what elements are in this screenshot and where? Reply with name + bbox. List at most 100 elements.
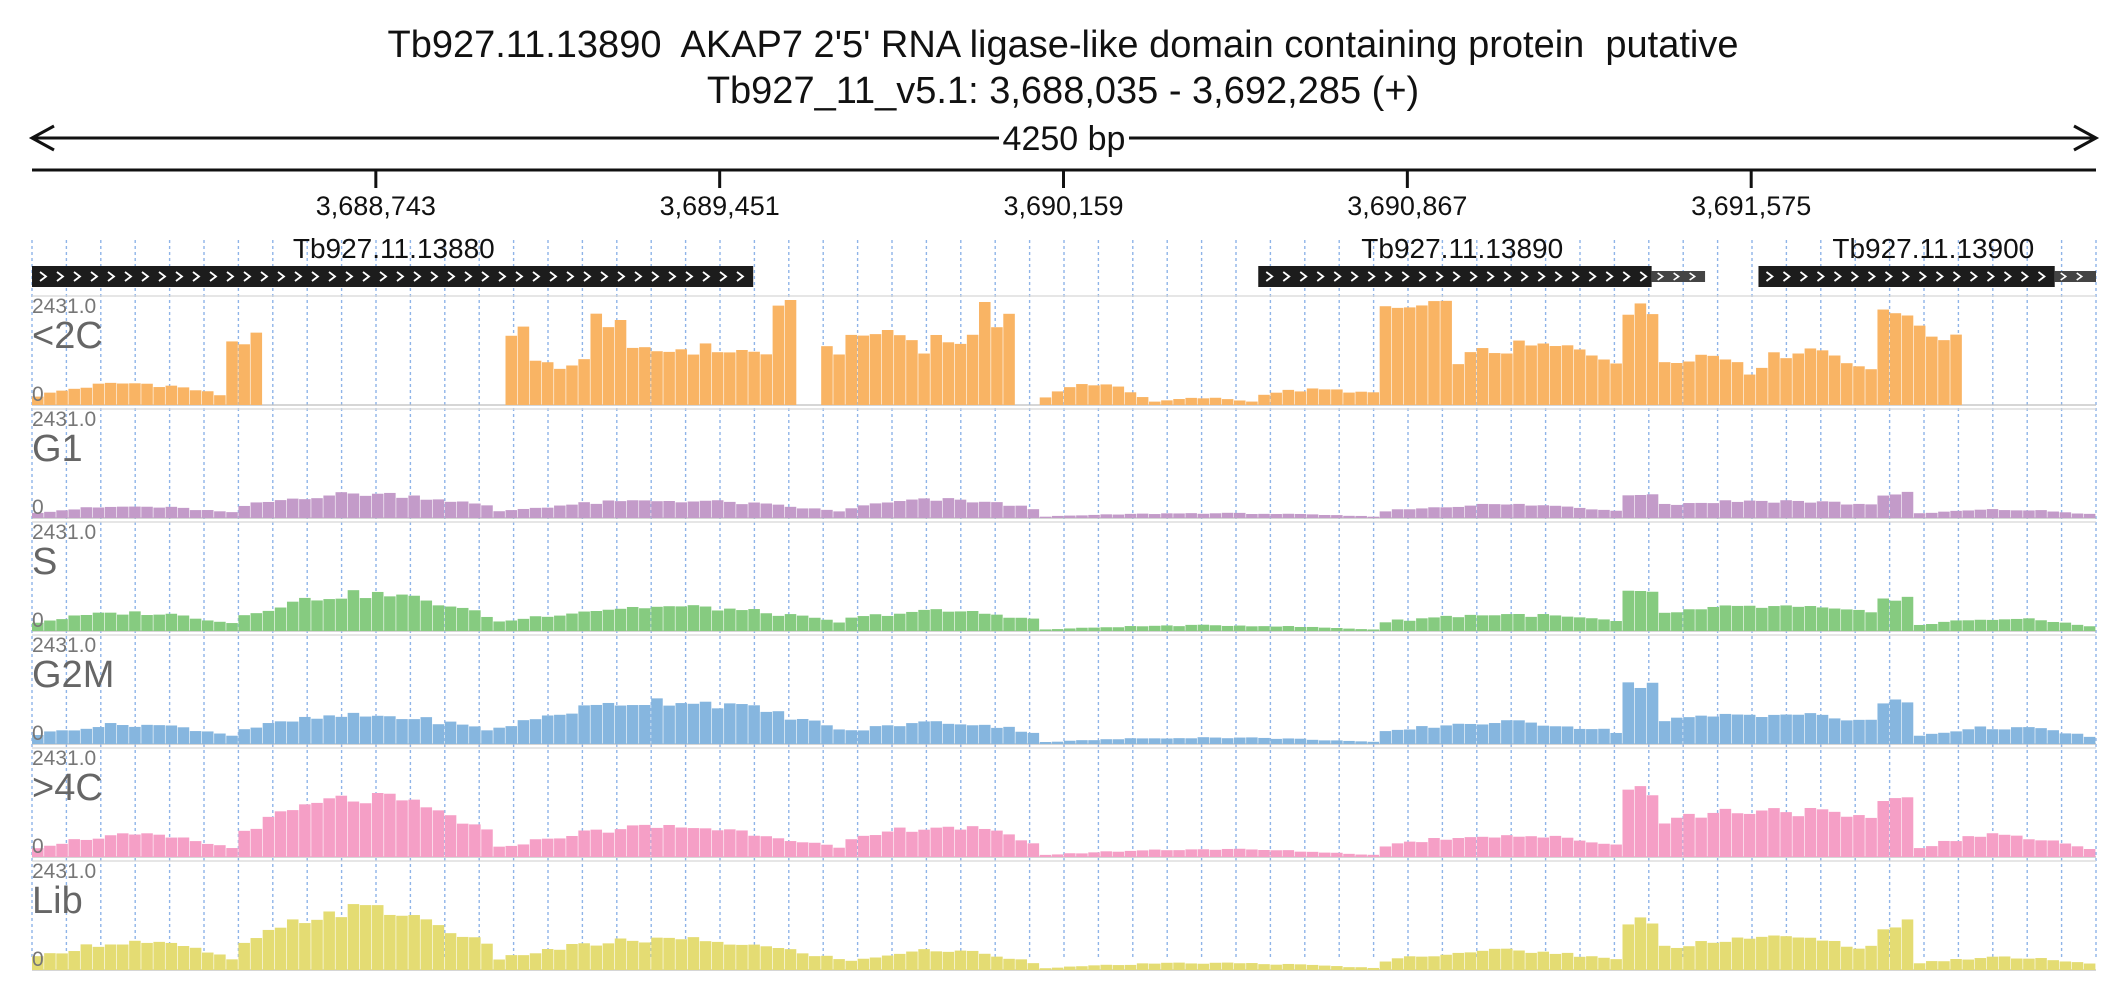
coverage-bar (141, 506, 153, 518)
coverage-bar (869, 614, 882, 631)
coverage-bar (1780, 714, 1792, 744)
coverage-bar (1573, 728, 1586, 744)
coverage-bar (554, 714, 566, 744)
coverage-bar (1209, 513, 1222, 518)
coverage-bar (1270, 392, 1282, 405)
coverage-bar (845, 839, 857, 857)
coverage-bar (80, 944, 93, 970)
coverage-bar (736, 349, 748, 405)
coverage-bar (1719, 941, 1732, 970)
coverage-bar (1877, 801, 1889, 857)
coverage-bar (1306, 626, 1319, 631)
coverage-bar (1828, 718, 1841, 744)
coverage-bar (141, 942, 153, 970)
coverage-bar (1064, 853, 1076, 857)
coverage-bar (311, 498, 323, 518)
coverage-bar (1792, 353, 1805, 405)
coverage-bar (1391, 729, 1404, 744)
coverage-bar (262, 723, 275, 744)
coverage-bar (1573, 617, 1586, 631)
coverage-bar (517, 720, 530, 744)
coverage-bar (699, 941, 712, 970)
coverage-bar (384, 716, 396, 744)
coverage-bar (930, 721, 942, 744)
coverage-bar (1731, 813, 1744, 857)
coverage-bar (1173, 513, 1185, 518)
coverage-bar (651, 606, 663, 631)
coverage-bar (1246, 737, 1258, 744)
coverage-bar (384, 914, 396, 970)
strand-arrow (362, 271, 371, 282)
track-ymax-label: 2431.0 (32, 747, 96, 770)
coverage-bar (104, 612, 117, 631)
strand-arrow (1657, 272, 1665, 281)
coverage-bar (1282, 963, 1295, 970)
coverage-bar (639, 347, 651, 405)
coverage-bar (979, 501, 991, 518)
coverage-bar (930, 334, 942, 405)
coverage-bar (906, 723, 918, 744)
coverage-bar (1561, 837, 1574, 857)
coverage-bar (1828, 811, 1841, 857)
strand-arrow (1435, 271, 1444, 282)
coverage-bar (201, 620, 214, 631)
coverage-bar (347, 904, 360, 970)
coverage-bar (1440, 615, 1452, 631)
coverage-bar (760, 711, 773, 744)
coverage-bar (1136, 850, 1149, 857)
coverage-bar (687, 501, 700, 518)
coverage-bar (1671, 817, 1683, 857)
strand-arrow (430, 271, 439, 282)
coverage-bar (1076, 853, 1088, 857)
coverage-bar (833, 847, 845, 857)
coverage-bar (1586, 618, 1598, 631)
coverage-bar (1246, 849, 1258, 857)
coverage-bar (189, 947, 202, 970)
coverage-bar (1294, 626, 1307, 631)
coverage-bar (736, 830, 748, 857)
coverage-bar (699, 500, 712, 518)
coverage-bar (1877, 598, 1889, 631)
coverage-bar (1039, 854, 1052, 857)
coverage-bar (541, 362, 554, 405)
ruler-tick-label: 3,689,451 (660, 191, 780, 221)
track-ymax-label: 2431.0 (32, 860, 96, 883)
coverage-bar (1051, 854, 1064, 857)
coverage-bar (930, 951, 942, 970)
coverage-bar (1440, 839, 1452, 857)
strand-arrow (73, 271, 82, 282)
coverage-bar (881, 955, 894, 970)
coverage-bar (1452, 506, 1465, 518)
coverage-bar (1452, 838, 1465, 857)
strand-arrow (379, 271, 388, 282)
coverage-bar (238, 344, 250, 405)
coverage-bar (1889, 699, 1902, 744)
coverage-bar (2011, 510, 2023, 518)
coverage-bar (1148, 963, 1161, 970)
coverage-bar (1428, 956, 1440, 970)
coverage-bar (857, 505, 870, 518)
coverage-bar (396, 719, 408, 744)
coverage-bar (1221, 625, 1234, 631)
coverage-bar (1792, 714, 1805, 744)
coverage-bar (711, 830, 724, 857)
coverage-bar (1901, 797, 1914, 857)
coverage-bar (1124, 850, 1137, 857)
coverage-bar (1124, 513, 1137, 518)
coverage-bar (590, 313, 603, 405)
coverage-bar (1209, 849, 1222, 857)
strand-arrow (1418, 271, 1427, 282)
coverage-bar (1634, 786, 1647, 857)
coverage-bar (384, 492, 396, 518)
coverage-bar (1731, 937, 1744, 970)
coverage-bar (32, 956, 44, 970)
coverage-bar (1671, 504, 1683, 518)
coverage-bar (299, 499, 311, 518)
coverage-bar (578, 359, 590, 405)
coverage-bar (1403, 841, 1416, 857)
coverage-bar (857, 730, 870, 744)
chart-title: Tb927.11.13890 AKAP7 2'5' RNA ligase-lik… (387, 24, 1739, 66)
coverage-bar (1501, 948, 1513, 970)
coverage-bar (991, 830, 1003, 857)
coverage-bar (481, 829, 493, 857)
